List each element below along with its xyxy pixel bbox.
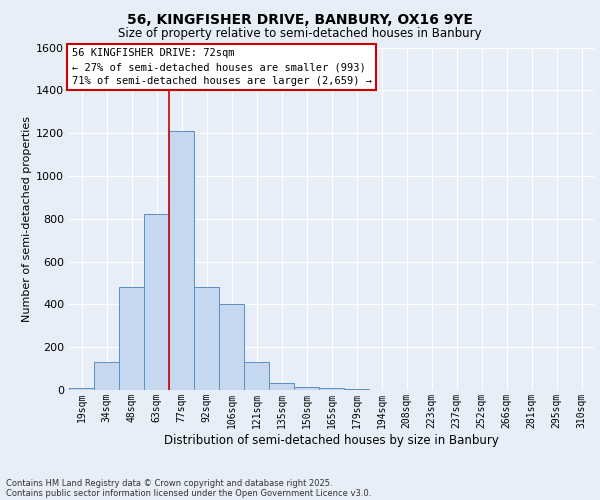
Bar <box>219 304 244 390</box>
Bar <box>169 131 194 390</box>
Text: Contains public sector information licensed under the Open Government Licence v3: Contains public sector information licen… <box>6 488 371 498</box>
X-axis label: Distribution of semi-detached houses by size in Banbury: Distribution of semi-detached houses by … <box>164 434 499 446</box>
Bar <box>294 387 319 390</box>
Text: Size of property relative to semi-detached houses in Banbury: Size of property relative to semi-detach… <box>118 28 482 40</box>
Bar <box>94 362 119 390</box>
Bar <box>319 388 344 390</box>
Bar <box>144 214 169 390</box>
Bar <box>119 287 144 390</box>
Text: Contains HM Land Registry data © Crown copyright and database right 2025.: Contains HM Land Registry data © Crown c… <box>6 478 332 488</box>
Bar <box>344 389 369 390</box>
Bar <box>244 362 269 390</box>
Bar <box>194 287 219 390</box>
Bar <box>269 382 294 390</box>
Bar <box>69 388 94 390</box>
Y-axis label: Number of semi-detached properties: Number of semi-detached properties <box>22 116 32 322</box>
Text: 56 KINGFISHER DRIVE: 72sqm
← 27% of semi-detached houses are smaller (993)
71% o: 56 KINGFISHER DRIVE: 72sqm ← 27% of semi… <box>71 48 371 86</box>
Text: 56, KINGFISHER DRIVE, BANBURY, OX16 9YE: 56, KINGFISHER DRIVE, BANBURY, OX16 9YE <box>127 12 473 26</box>
